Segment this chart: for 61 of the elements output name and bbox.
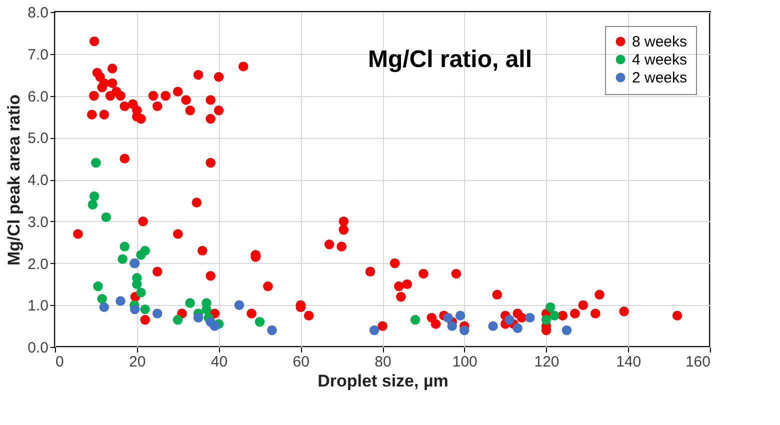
point bbox=[99, 302, 109, 312]
x-tick-label: 100 bbox=[452, 354, 478, 370]
y-tick-label: 0.0 bbox=[28, 340, 48, 356]
y-tick-label: 1.0 bbox=[28, 298, 48, 315]
y-axis-title: Mg/Cl peak area ratio bbox=[4, 94, 24, 266]
point bbox=[116, 296, 126, 306]
point bbox=[97, 294, 107, 304]
point bbox=[140, 246, 150, 256]
point bbox=[130, 304, 140, 314]
point bbox=[460, 325, 470, 336]
y-tick-label: 8.0 bbox=[28, 4, 48, 22]
point bbox=[193, 312, 204, 323]
point bbox=[89, 191, 100, 202]
y-tick-label: 6.0 bbox=[28, 88, 48, 106]
point bbox=[91, 158, 101, 168]
point bbox=[210, 321, 220, 331]
point bbox=[410, 314, 420, 325]
legend-label: 8 weeks bbox=[632, 34, 688, 50]
point bbox=[254, 317, 265, 327]
x-tick-label: 0 bbox=[56, 354, 64, 370]
point bbox=[550, 310, 560, 320]
point bbox=[185, 298, 195, 308]
point bbox=[267, 325, 277, 336]
point bbox=[172, 314, 183, 325]
x-tick-label: 120 bbox=[534, 354, 560, 370]
text: Mg/Cl ratio, all bbox=[368, 46, 532, 73]
point bbox=[136, 288, 146, 298]
legend-label: 2 weeks bbox=[632, 70, 688, 86]
y-tick-label: 4.0 bbox=[28, 172, 48, 189]
x-tick-label: 60 bbox=[292, 354, 310, 370]
x-tick-label: 80 bbox=[374, 354, 392, 370]
x-tick-label: 40 bbox=[210, 354, 228, 370]
point bbox=[488, 321, 498, 331]
point bbox=[88, 200, 98, 210]
point bbox=[545, 302, 556, 312]
point bbox=[93, 281, 103, 292]
legend-label: 4 weeks bbox=[632, 52, 688, 68]
y-tick-label: 5.0 bbox=[28, 130, 48, 148]
point bbox=[525, 312, 535, 323]
point bbox=[152, 308, 162, 318]
point bbox=[455, 310, 466, 320]
y-tick-label: 2.0 bbox=[28, 256, 48, 273]
y-tick-label: 7.0 bbox=[28, 46, 48, 64]
point bbox=[512, 323, 522, 334]
point bbox=[234, 300, 244, 310]
point bbox=[541, 314, 552, 325]
point bbox=[120, 242, 130, 252]
point bbox=[132, 279, 142, 290]
point bbox=[443, 312, 453, 323]
point bbox=[118, 254, 128, 264]
point bbox=[369, 325, 380, 336]
point bbox=[504, 314, 514, 325]
x-tick-label: 160 bbox=[685, 354, 710, 370]
x-tick-label: 140 bbox=[616, 354, 642, 370]
point bbox=[140, 304, 150, 314]
x-tick-label: 20 bbox=[129, 354, 146, 370]
point bbox=[447, 321, 457, 331]
point bbox=[562, 325, 572, 336]
x-axis-title: Droplet size, µm bbox=[318, 372, 448, 390]
y-tick-label: 3.0 bbox=[28, 214, 48, 231]
point bbox=[101, 212, 112, 222]
